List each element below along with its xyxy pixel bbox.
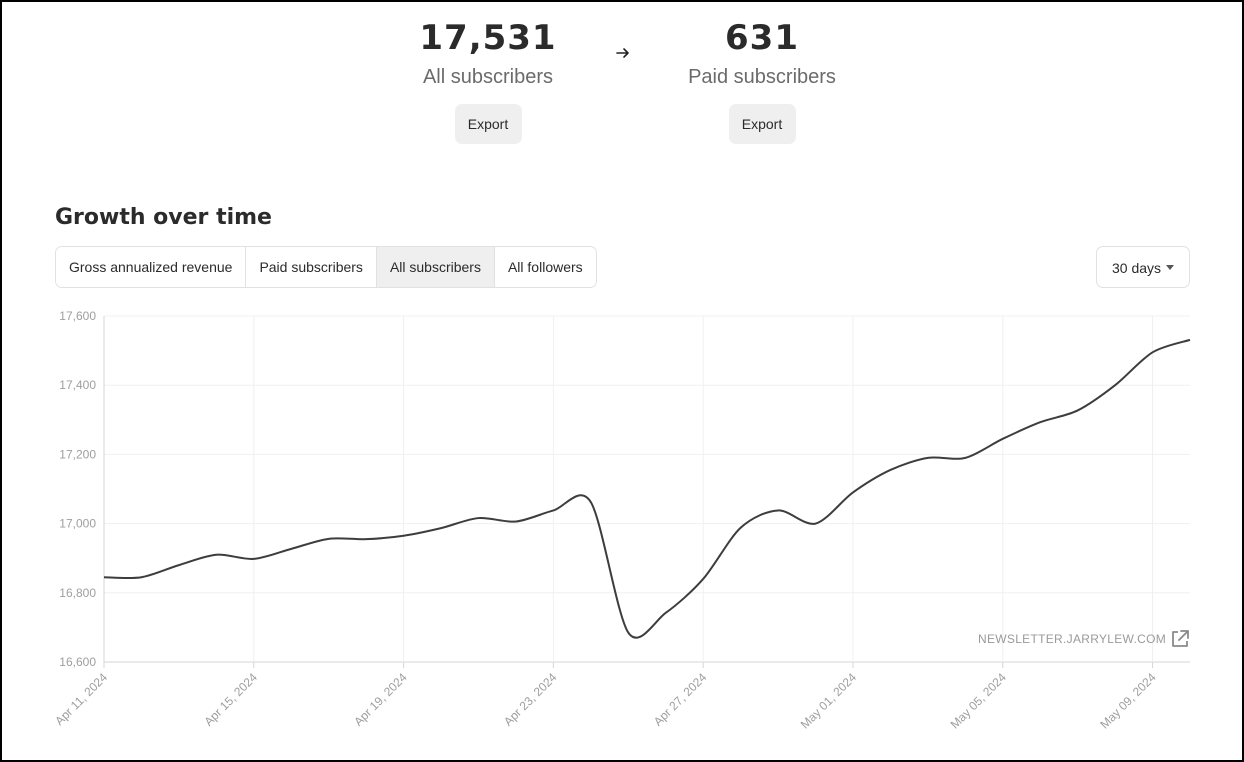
data-point [476,516,480,520]
data-point [701,577,705,581]
data-point [1038,420,1042,424]
y-tick-label: 17,600 [59,309,96,323]
x-tick-label: May 05, 2024 [948,670,1010,732]
data-point [963,456,967,460]
data-point [514,520,518,524]
x-tick-label: Apr 11, 2024 [52,670,110,728]
data-point [814,522,818,526]
data-point [214,553,218,557]
data-point [327,537,331,541]
all-subscribers-series-line [103,338,1191,639]
data-point [1076,408,1080,412]
x-tick-label: Apr 23, 2024 [501,670,560,729]
external-link-icon [1172,630,1189,647]
newsletter-link[interactable]: NEWSLETTER.JARRYLEW.COM [978,629,1190,649]
data-point [289,547,293,551]
data-point [626,631,630,635]
data-point [177,563,181,567]
y-tick-label: 17,000 [59,517,96,531]
data-point [776,508,780,512]
caret-down-icon [1166,265,1174,270]
all-subscribers-stat: 17,531 All subscribers Export [338,16,638,144]
tab-all-followers[interactable]: All followers [494,247,596,287]
newsletter-url: NEWSLETTER.JARRYLEW.COM [978,632,1167,646]
y-tick-label: 16,800 [59,586,96,600]
paid-subscribers-label: Paid subscribers [688,66,836,88]
x-tick-label: May 01, 2024 [798,670,860,732]
data-point [102,575,106,579]
paid-subscribers-count: 631 [725,18,799,58]
tab-paid-subscribers[interactable]: Paid subscribers [246,247,377,287]
y-tick-label: 17,200 [59,447,96,461]
data-point [551,508,555,512]
data-point [589,500,593,504]
all-subscribers-count: 17,531 [419,18,557,58]
x-tick-label: May 09, 2024 [1097,670,1159,732]
time-range-select[interactable]: 30 days [1096,246,1190,288]
y-tick-label: 17,400 [59,378,96,392]
data-point [139,575,143,579]
data-point [926,456,930,460]
growth-metric-tabs: Gross annualized revenue Paid subscriber… [55,246,597,288]
export-all-subscribers-button[interactable]: Export [454,104,522,144]
export-paid-subscribers-button[interactable]: Export [728,104,796,144]
y-tick-label: 16,600 [59,655,96,669]
x-tick-label: Apr 27, 2024 [651,670,710,729]
x-tick-label: Apr 19, 2024 [351,670,410,729]
data-point [364,537,368,541]
growth-section-title: Growth over time [55,205,272,230]
data-point [1151,350,1155,354]
data-point [664,611,668,615]
data-point [1113,383,1117,387]
data-point [402,534,406,538]
tab-gross-annualized-revenue[interactable]: Gross annualized revenue [56,247,247,287]
time-range-value: 30 days [1112,260,1162,276]
all-subscribers-label: All subscribers [422,66,554,88]
paid-subscribers-stat: 631 Paid subscribers Export [612,16,912,144]
tab-all-subscribers[interactable]: All subscribers [376,247,495,287]
arrow-right-icon [616,48,629,58]
x-tick-label: Apr 15, 2024 [201,670,260,729]
data-point [439,526,443,530]
data-point [1001,437,1005,441]
data-point [739,526,743,530]
data-point [252,557,256,561]
data-point [1188,338,1192,342]
data-point [888,468,892,472]
data-point [851,490,855,494]
